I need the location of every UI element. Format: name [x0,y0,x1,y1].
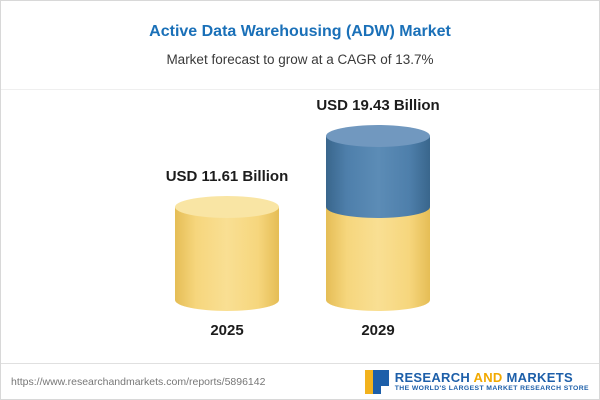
cylinder-bar-2029 [326,125,430,311]
logo-tagline: THE WORLD'S LARGEST MARKET RESEARCH STOR… [394,384,589,392]
header-divider [1,89,599,90]
logo-word-markets: MARKETS [506,369,573,385]
research-and-markets-logo: RESEARCH AND MARKETS THE WORLD'S LARGEST… [364,369,589,394]
footer-bar: https://www.researchandmarkets.com/repor… [1,363,599,399]
report-url-link[interactable]: https://www.researchandmarkets.com/repor… [11,375,266,388]
segment-2025-base [175,196,279,311]
value-label-2025: USD 11.61 Billion [165,168,289,185]
logo-text: RESEARCH AND MARKETS THE WORLD'S LARGEST… [394,369,589,393]
value-label-2029: USD 19.43 Billion [316,97,440,114]
logo-name: RESEARCH AND MARKETS [394,369,589,385]
logo-word-and: AND [473,369,503,385]
segment-2029-base [326,207,430,311]
chart-subtitle: Market forecast to grow at a CAGR of 13.… [166,52,434,67]
cylinder-bar-2025 [175,196,279,311]
chart-title: Active Data Warehousing (ADW) Market [149,23,451,40]
year-label-2029: 2029 [361,322,395,339]
flag-icon [364,369,389,394]
segment-2029-growth [326,125,430,218]
logo-word-research: RESEARCH [394,369,471,385]
year-label-2025: 2025 [210,322,244,339]
